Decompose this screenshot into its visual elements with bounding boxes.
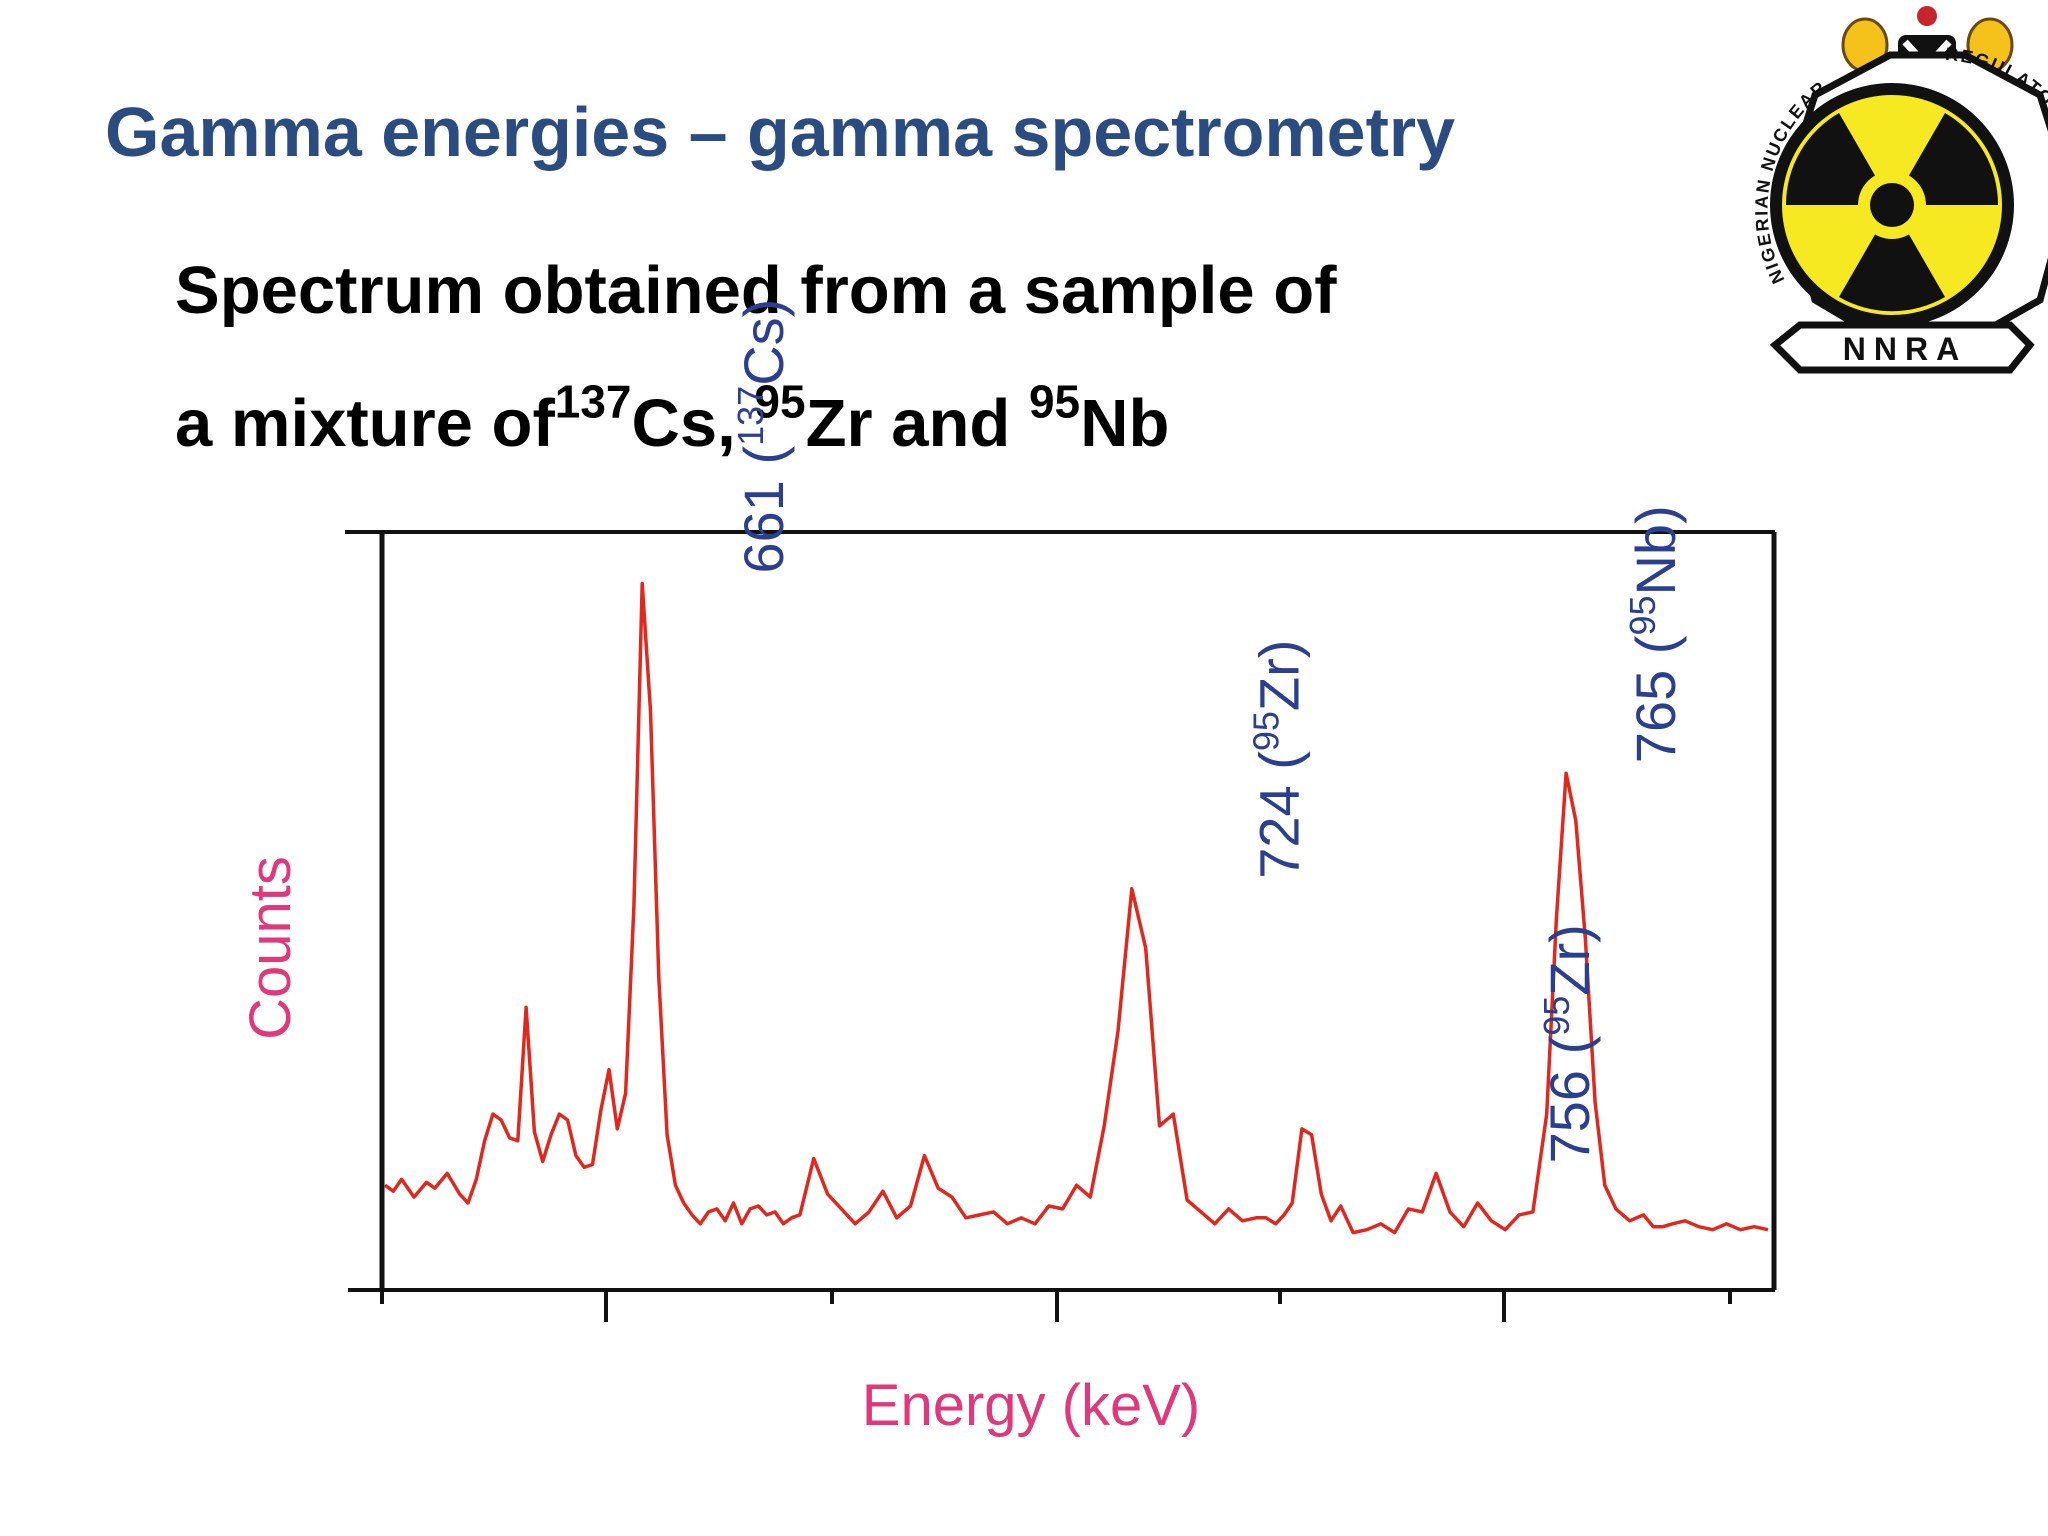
radiation-trefoil-icon — [1770, 83, 2014, 327]
nnra-logo: NIGERIAN NUCLEAR REGULATORY AUTHORITY NN… — [1751, 6, 2048, 374]
zr-mass-number: 95 — [754, 375, 806, 428]
spectrum-series-line — [383, 581, 1769, 1235]
nb-symbol: Nb — [1080, 386, 1170, 461]
subtitle-line-1: Spectrum obtained from a sample of — [175, 253, 1337, 328]
slide-title: Gamma energies – gamma spectrometry — [105, 93, 1456, 171]
logo-banner — [1769, 321, 2035, 374]
x-axis-label: Energy (keV) — [862, 1373, 1200, 1438]
subtitle-line-2: a mixture of137Cs, 95Zr and 95Nb — [175, 378, 1170, 462]
cs-symbol: Cs, — [631, 386, 755, 461]
y-axis-label: Counts — [238, 856, 303, 1040]
logo-banner-text: NNRA — [1843, 331, 1967, 367]
nb-mass-number: 95 — [1028, 375, 1081, 428]
peak-label-765: 765 (95Nb) — [1622, 505, 1687, 763]
cs-mass-number: 137 — [554, 375, 632, 428]
peak-label-724: 724 (95Zr) — [1246, 640, 1311, 879]
x-ticks — [380, 1290, 1732, 1322]
peak-label-661: 661 (137Cs) — [730, 299, 795, 574]
peak-labels: 661 (137Cs) 724 (95Zr) 756 (95Zr) 765 (95Nb… — [730, 299, 1687, 1164]
peak-label-756: 756 (95Zr) — [1536, 924, 1601, 1163]
subtitle-prefix: a mixture of — [175, 386, 555, 461]
zr-symbol: Zr and — [805, 386, 1029, 461]
